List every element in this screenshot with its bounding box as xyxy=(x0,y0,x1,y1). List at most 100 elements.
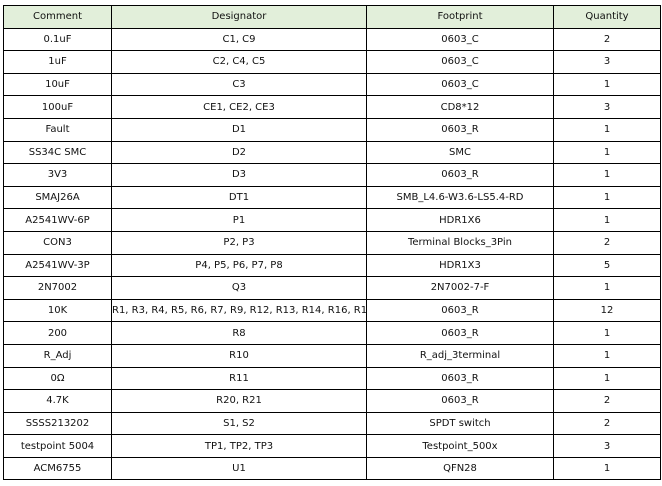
cell-quantity[interactable]: 1 xyxy=(553,276,661,300)
cell-quantity[interactable]: 1 xyxy=(553,321,661,345)
cell-designator[interactable]: R20, R21 xyxy=(111,389,367,413)
cell-footprint[interactable]: 0603_C xyxy=(366,50,554,74)
table-row: 200 R8 0603_R 1 xyxy=(3,321,661,345)
cell-comment[interactable]: 0Ω xyxy=(3,366,112,391)
table-row: ACM6755 U1 QFN28 1 xyxy=(3,456,661,481)
cell-comment[interactable]: A2541WV-3P xyxy=(3,253,112,278)
cell-comment[interactable]: ACM6755 xyxy=(3,456,112,481)
cell-designator[interactable]: D2 xyxy=(111,140,367,165)
cell-footprint[interactable]: SPDT switch xyxy=(366,411,554,436)
cell-comment[interactable]: SS34C SMC xyxy=(3,140,112,165)
cell-designator[interactable]: P1 xyxy=(111,208,367,232)
cell-designator[interactable]: P4, P5, P6, P7, P8 xyxy=(111,253,367,278)
cell-quantity[interactable]: 2 xyxy=(553,411,661,436)
table-row: 3V3 D3 0603_R 1 xyxy=(3,163,661,187)
cell-designator[interactable]: C3 xyxy=(111,72,367,97)
cell-footprint[interactable]: 0603_R xyxy=(366,298,554,323)
cell-quantity[interactable]: 1 xyxy=(553,343,661,368)
table-row: CON3 P2, P3 Terminal Blocks_3Pin 2 xyxy=(3,230,661,255)
cell-quantity[interactable]: 5 xyxy=(553,253,661,278)
cell-footprint[interactable]: SMC xyxy=(366,140,554,165)
cell-comment[interactable]: CON3 xyxy=(3,230,112,255)
cell-quantity[interactable]: 1 xyxy=(553,163,661,187)
cell-comment[interactable]: Fault xyxy=(3,117,112,142)
cell-footprint[interactable]: 0603_R xyxy=(366,117,554,142)
cell-designator[interactable]: R10 xyxy=(111,343,367,368)
cell-comment[interactable]: 100uF xyxy=(3,95,112,119)
cell-comment[interactable]: 4.7K xyxy=(3,389,112,413)
cell-quantity[interactable]: 1 xyxy=(553,140,661,165)
cell-comment[interactable]: A2541WV-6P xyxy=(3,208,112,232)
cell-quantity[interactable]: 1 xyxy=(553,456,661,481)
cell-designator[interactable]: S1, S2 xyxy=(111,411,367,436)
cell-footprint[interactable]: HDR1X6 xyxy=(366,208,554,232)
header-quantity[interactable]: Quantity xyxy=(553,5,661,29)
cell-quantity[interactable]: 1 xyxy=(553,72,661,97)
cell-footprint[interactable]: CD8*12 xyxy=(366,95,554,119)
cell-comment[interactable]: 200 xyxy=(3,321,112,345)
cell-designator[interactable]: R11 xyxy=(111,366,367,391)
cell-designator[interactable]: P2, P3 xyxy=(111,230,367,255)
cell-footprint[interactable]: QFN28 xyxy=(366,456,554,481)
cell-comment[interactable]: 3V3 xyxy=(3,163,112,187)
table-row: 1uF C2, C4, C5 0603_C 3 xyxy=(3,50,661,74)
table-row: testpoint 5004 TP1, TP2, TP3 Testpoint_500… xyxy=(3,434,661,458)
cell-footprint[interactable]: R_adj_3terminal xyxy=(366,343,554,368)
table-row: 10K R1, R3, R4, R5, R6, R7, R9, R12, R13,… xyxy=(3,298,661,323)
cell-quantity[interactable]: 12 xyxy=(553,298,661,323)
cell-comment[interactable]: 2N7002 xyxy=(3,276,112,300)
cell-quantity[interactable]: 1 xyxy=(553,366,661,391)
cell-comment[interactable]: 10uF xyxy=(3,72,112,97)
cell-quantity[interactable]: 2 xyxy=(553,230,661,255)
table-row: 0.1uF C1, C9 0603_C 2 xyxy=(3,27,661,52)
cell-comment[interactable]: SSSS213202 xyxy=(3,411,112,436)
cell-designator[interactable]: U1 xyxy=(111,456,367,481)
cell-designator[interactable]: DT1 xyxy=(111,185,367,210)
cell-comment[interactable]: SMAJ26A xyxy=(3,185,112,210)
cell-quantity[interactable]: 3 xyxy=(553,95,661,119)
table-row: 0Ω R11 0603_R 1 xyxy=(3,366,661,391)
cell-footprint[interactable]: 0603_C xyxy=(366,27,554,52)
cell-quantity[interactable]: 3 xyxy=(553,50,661,74)
cell-designator[interactable]: TP1, TP2, TP3 xyxy=(111,434,367,458)
header-footprint[interactable]: Footprint xyxy=(366,5,554,29)
table-row: SMAJ26A DT1 SMB_L4.6-W3.6-LS5.4-RD 1 xyxy=(3,185,661,210)
header-designator[interactable]: Designator xyxy=(111,5,367,29)
cell-footprint[interactable]: 0603_R xyxy=(366,389,554,413)
cell-footprint[interactable]: 0603_R xyxy=(366,366,554,391)
cell-quantity[interactable]: 1 xyxy=(553,208,661,232)
bom-table: Comment Designator Footprint Quantity 0.… xyxy=(3,5,661,481)
table-row: SS34C SMC D2 SMC 1 xyxy=(3,140,661,165)
cell-quantity[interactable]: 2 xyxy=(553,27,661,52)
table-row: A2541WV-6P P1 HDR1X6 1 xyxy=(3,208,661,232)
table-row: 2N7002 Q3 2N7002-7-F 1 xyxy=(3,276,661,300)
cell-designator[interactable]: Q3 xyxy=(111,276,367,300)
cell-footprint[interactable]: 0603_R xyxy=(366,321,554,345)
cell-footprint[interactable]: 2N7002-7-F xyxy=(366,276,554,300)
cell-footprint[interactable]: 0603_R xyxy=(366,163,554,187)
cell-comment[interactable]: 10K xyxy=(3,298,112,323)
cell-quantity[interactable]: 1 xyxy=(553,185,661,210)
cell-quantity[interactable]: 2 xyxy=(553,389,661,413)
cell-comment[interactable]: testpoint 5004 xyxy=(3,434,112,458)
cell-designator[interactable]: D1 xyxy=(111,117,367,142)
cell-designator[interactable]: D3 xyxy=(111,163,367,187)
header-row: Comment Designator Footprint Quantity xyxy=(3,5,661,29)
cell-footprint[interactable]: 0603_C xyxy=(366,72,554,97)
cell-designator[interactable]: C1, C9 xyxy=(111,27,367,52)
table-row: Fault D1 0603_R 1 xyxy=(3,117,661,142)
cell-quantity[interactable]: 1 xyxy=(553,117,661,142)
cell-footprint[interactable]: Testpoint_500x xyxy=(366,434,554,458)
cell-footprint[interactable]: HDR1X3 xyxy=(366,253,554,278)
cell-designator[interactable]: R8 xyxy=(111,321,367,345)
cell-comment[interactable]: 1uF xyxy=(3,50,112,74)
cell-designator[interactable]: CE1, CE2, CE3 xyxy=(111,95,367,119)
cell-designator[interactable]: C2, C4, C5 xyxy=(111,50,367,74)
header-comment[interactable]: Comment xyxy=(3,5,112,29)
cell-footprint[interactable]: SMB_L4.6-W3.6-LS5.4-RD xyxy=(366,185,554,210)
cell-comment[interactable]: R_Adj xyxy=(3,343,112,368)
cell-comment[interactable]: 0.1uF xyxy=(3,27,112,52)
cell-designator[interactable]: R1, R3, R4, R5, R6, R7, R9, R12, R13, R1… xyxy=(111,298,367,323)
cell-quantity[interactable]: 3 xyxy=(553,434,661,458)
cell-footprint[interactable]: Terminal Blocks_3Pin xyxy=(366,230,554,255)
